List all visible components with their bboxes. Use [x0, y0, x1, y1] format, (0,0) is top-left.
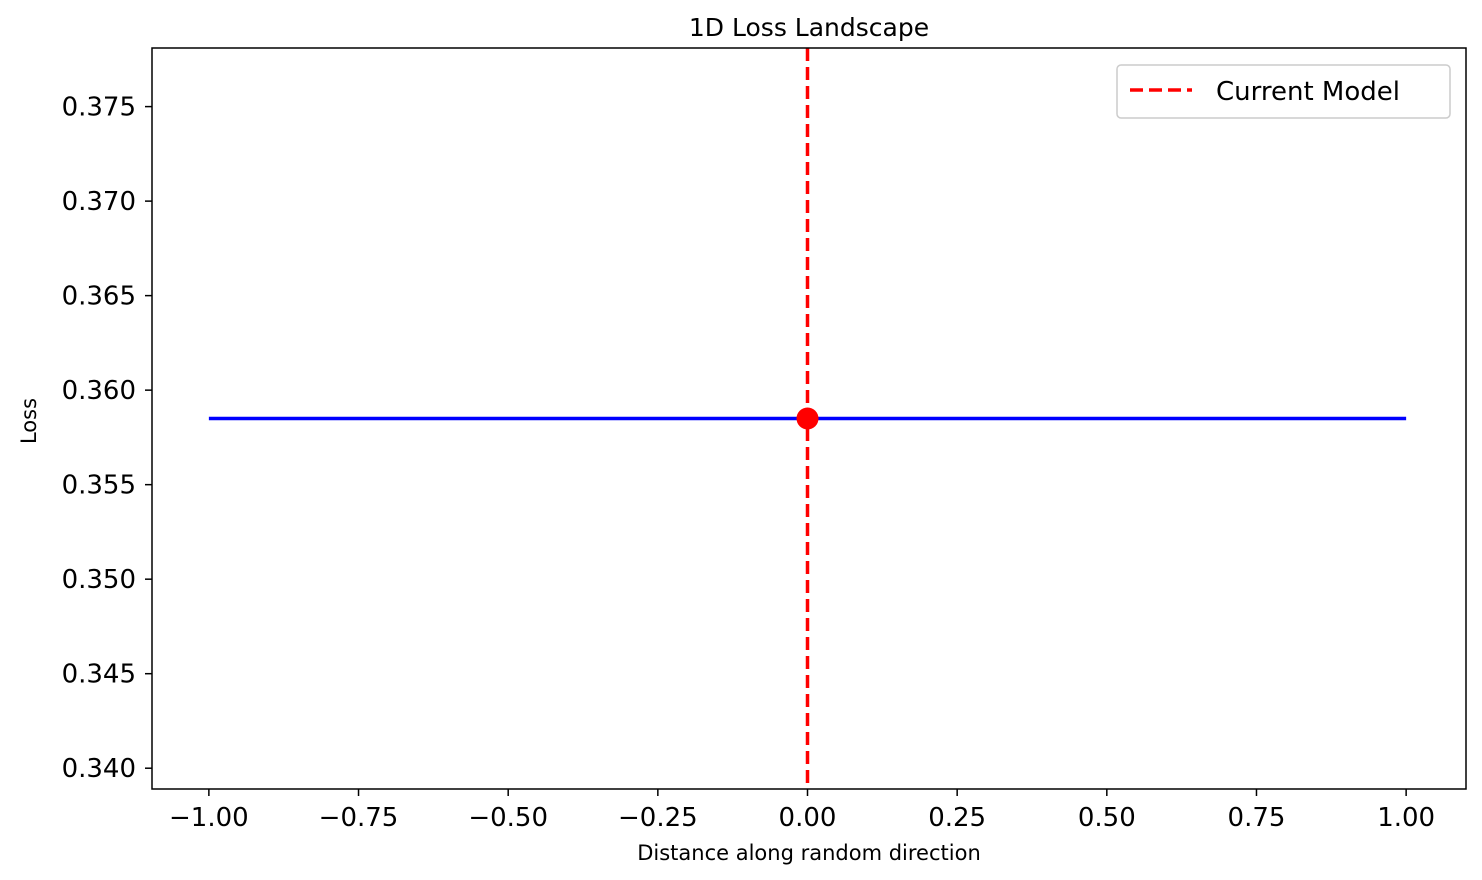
x-tick-label: 0.00 — [779, 803, 837, 833]
x-tick-label: 1.00 — [1377, 803, 1435, 833]
y-tick-label: 0.365 — [62, 282, 136, 312]
y-tick-label: 0.360 — [62, 376, 136, 406]
x-tick-label: −0.75 — [319, 803, 399, 833]
legend-label-current-model: Current Model — [1216, 77, 1400, 107]
y-axis-title: Loss — [17, 398, 41, 444]
y-tick-label: 0.340 — [62, 754, 136, 784]
y-tick-label: 0.345 — [62, 660, 136, 690]
x-tick-label: −0.25 — [618, 803, 698, 833]
y-tick-label: 0.350 — [62, 565, 136, 595]
x-tick-label: 0.75 — [1228, 803, 1286, 833]
x-axis-title: Distance along random direction — [637, 841, 981, 865]
x-tick-label: −1.00 — [169, 803, 249, 833]
x-tick-label: 0.50 — [1078, 803, 1136, 833]
legend: Current Model — [1116, 64, 1451, 119]
chart-title: 1D Loss Landscape — [689, 13, 929, 42]
y-tick-label: 0.375 — [62, 93, 136, 123]
current-model-point — [796, 407, 819, 430]
y-tick-label: 0.355 — [62, 471, 136, 501]
legend-box — [1116, 64, 1451, 119]
axes-frame — [151, 47, 1467, 790]
x-axis: −1.00 −0.75 −0.50 −0.25 0.00 0.25 0.50 0.75 1.00 — [169, 789, 1435, 833]
x-tick-label: −0.50 — [468, 803, 548, 833]
x-tick-label: 0.25 — [928, 803, 986, 833]
y-axis: 0.340 0.345 0.350 0.355 0.360 0.365 0.370 0.375 — [62, 93, 152, 784]
plot-area — [208, 48, 1407, 789]
y-tick-label: 0.370 — [62, 187, 136, 217]
